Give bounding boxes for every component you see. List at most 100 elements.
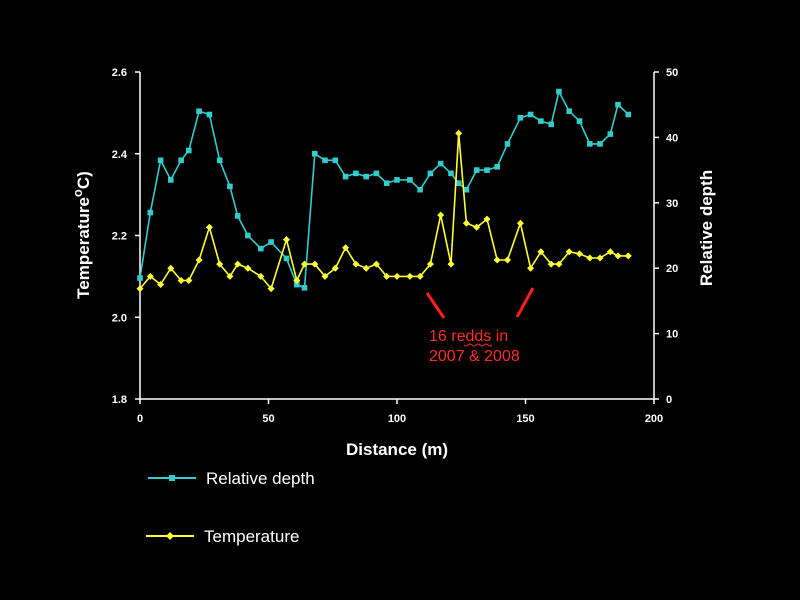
temperature-point <box>321 272 329 280</box>
y-right-tick-label: 30 <box>666 198 678 210</box>
legend: Relative depth Temperature <box>146 469 315 546</box>
y-left-tick-label: 2.0 <box>112 312 127 324</box>
temperature-point <box>301 260 308 268</box>
temperature-point <box>624 252 632 260</box>
y-right-tick-label: 10 <box>666 329 678 341</box>
depth-point <box>607 131 614 137</box>
depth-point <box>527 111 534 118</box>
temperature-point <box>437 211 445 219</box>
temperature-point <box>205 223 213 231</box>
x-tick-label: 50 <box>262 413 274 425</box>
temperature-point <box>331 264 339 272</box>
temperature-point <box>342 244 350 252</box>
depth-point <box>137 275 143 281</box>
y-right-tick-label: 50 <box>666 67 678 79</box>
depth-point <box>258 245 264 252</box>
temperature-point <box>167 264 175 272</box>
x-axis-title: Distance (m) <box>346 440 448 459</box>
depth-point <box>353 170 359 177</box>
depth-point <box>178 157 184 164</box>
temperature-point <box>185 277 193 284</box>
depth-point <box>157 157 164 164</box>
depth-point <box>538 118 544 124</box>
temperature-point <box>146 272 154 280</box>
depth-point <box>227 183 233 190</box>
annotation-line1: 16 redds in <box>429 328 508 345</box>
temperature-point <box>586 254 594 262</box>
temperature-point <box>565 248 573 256</box>
temperature-point <box>606 248 614 256</box>
temperature-point <box>157 281 165 288</box>
depth-point <box>147 209 154 216</box>
temperature-point <box>393 272 401 280</box>
depth-point <box>294 281 300 288</box>
depth-point <box>455 180 462 186</box>
temperature-series-line <box>139 133 629 291</box>
depth-point <box>576 118 583 124</box>
depth-point <box>186 147 192 154</box>
depth-point <box>437 160 444 167</box>
x-tick-label: 0 <box>137 413 143 425</box>
temperature-point <box>516 219 524 227</box>
temperature-point <box>195 256 203 264</box>
depth-series-line <box>139 89 629 289</box>
depth-point <box>268 239 274 245</box>
y-right-axis-title: Relative depth <box>697 170 716 286</box>
temperature-point <box>473 223 481 231</box>
depth-point <box>234 213 241 219</box>
temperature-point <box>383 272 391 280</box>
depth-point <box>615 101 621 108</box>
temperature-point <box>352 260 360 268</box>
temperature-point <box>596 254 604 262</box>
depth-point <box>427 170 434 177</box>
depth-point <box>548 121 554 128</box>
depth-point <box>342 173 349 180</box>
depth-point <box>394 177 400 183</box>
annotation-line2: 2007 & 2008 <box>429 348 520 365</box>
legend-depth-label: Relative depth <box>206 469 315 488</box>
temperature-point <box>293 277 301 284</box>
temperature-point <box>555 260 563 268</box>
temperature-point <box>177 277 185 284</box>
temperature-point <box>372 260 380 268</box>
depth-point <box>463 186 470 193</box>
depth-point <box>373 170 380 177</box>
depth-point <box>196 108 202 114</box>
depth-point <box>245 232 251 239</box>
temperature-point <box>416 272 424 280</box>
depth-point <box>556 88 562 95</box>
depth-point <box>597 141 603 147</box>
depth-point <box>484 167 490 173</box>
temperature-point <box>455 129 463 137</box>
depth-point <box>407 177 413 183</box>
depth-point <box>566 108 572 114</box>
temperature-point <box>547 260 555 268</box>
depth-point <box>216 157 223 164</box>
temperature-point <box>283 236 290 244</box>
legend-temperature-label: Temperature <box>204 527 299 546</box>
x-tick-label: 200 <box>645 413 663 425</box>
temperature-point <box>504 256 511 264</box>
temperature-point <box>576 250 583 258</box>
y-left-axis-title: TemperatureoC) <box>70 171 93 299</box>
y-left-tick-label: 2.4 <box>112 149 128 161</box>
depth-point <box>417 186 423 193</box>
y-right-tick-label: 0 <box>666 394 672 406</box>
temperature-point <box>462 219 470 227</box>
temperature-point <box>447 260 455 268</box>
depth-point <box>383 180 390 186</box>
legend-depth-marker <box>169 475 175 481</box>
temperature-point <box>136 285 144 293</box>
temperature-point <box>426 260 434 268</box>
depth-point <box>168 177 174 183</box>
y-left-tick-label: 2.2 <box>112 231 127 243</box>
depth-point <box>322 157 328 164</box>
depth-point <box>283 255 290 262</box>
temperature-point <box>614 252 622 260</box>
depth-point <box>517 115 524 121</box>
temperature-point <box>537 248 545 256</box>
depth-point <box>625 111 632 118</box>
annotation-arrow-left <box>425 292 446 319</box>
depth-point <box>332 157 339 164</box>
